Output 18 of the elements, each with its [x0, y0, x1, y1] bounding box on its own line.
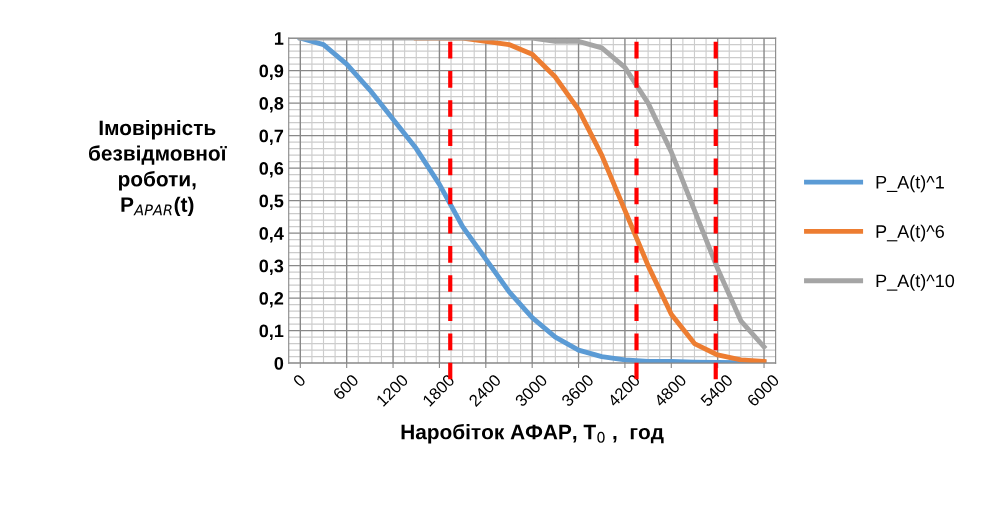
- y-tick-label: 1: [274, 32, 284, 45]
- x-tick-label: 0: [292, 373, 307, 388]
- legend-label: P_A(t)^6: [876, 224, 944, 242]
- y-tick-label: 0,7: [259, 129, 284, 145]
- y-tick-label: 0,1: [259, 324, 284, 340]
- y-axis-title: Імовірність безвідмовної роботи, P$_{APAR}$(t): [88, 119, 227, 217]
- legend-label: P_A(t)^1: [876, 175, 944, 193]
- y-tick-label: 0,5: [259, 194, 284, 210]
- y-tick-label: 0: [274, 357, 284, 370]
- y-tick-label: 0,2: [259, 292, 284, 308]
- y-tick-label: 0,8: [259, 97, 284, 113]
- y-tick-label: 0,9: [259, 64, 284, 80]
- x-tick-label: 600: [332, 373, 360, 401]
- y-tick-label: 0,6: [259, 162, 284, 178]
- x-axis-title: Наробіток АФАР, T$_{0}$ , год: [401, 423, 664, 444]
- legend-label: P_A(t)^10: [876, 274, 955, 291]
- y-tick-label: 0,3: [259, 259, 284, 275]
- y-tick-label: 0,4: [259, 227, 284, 243]
